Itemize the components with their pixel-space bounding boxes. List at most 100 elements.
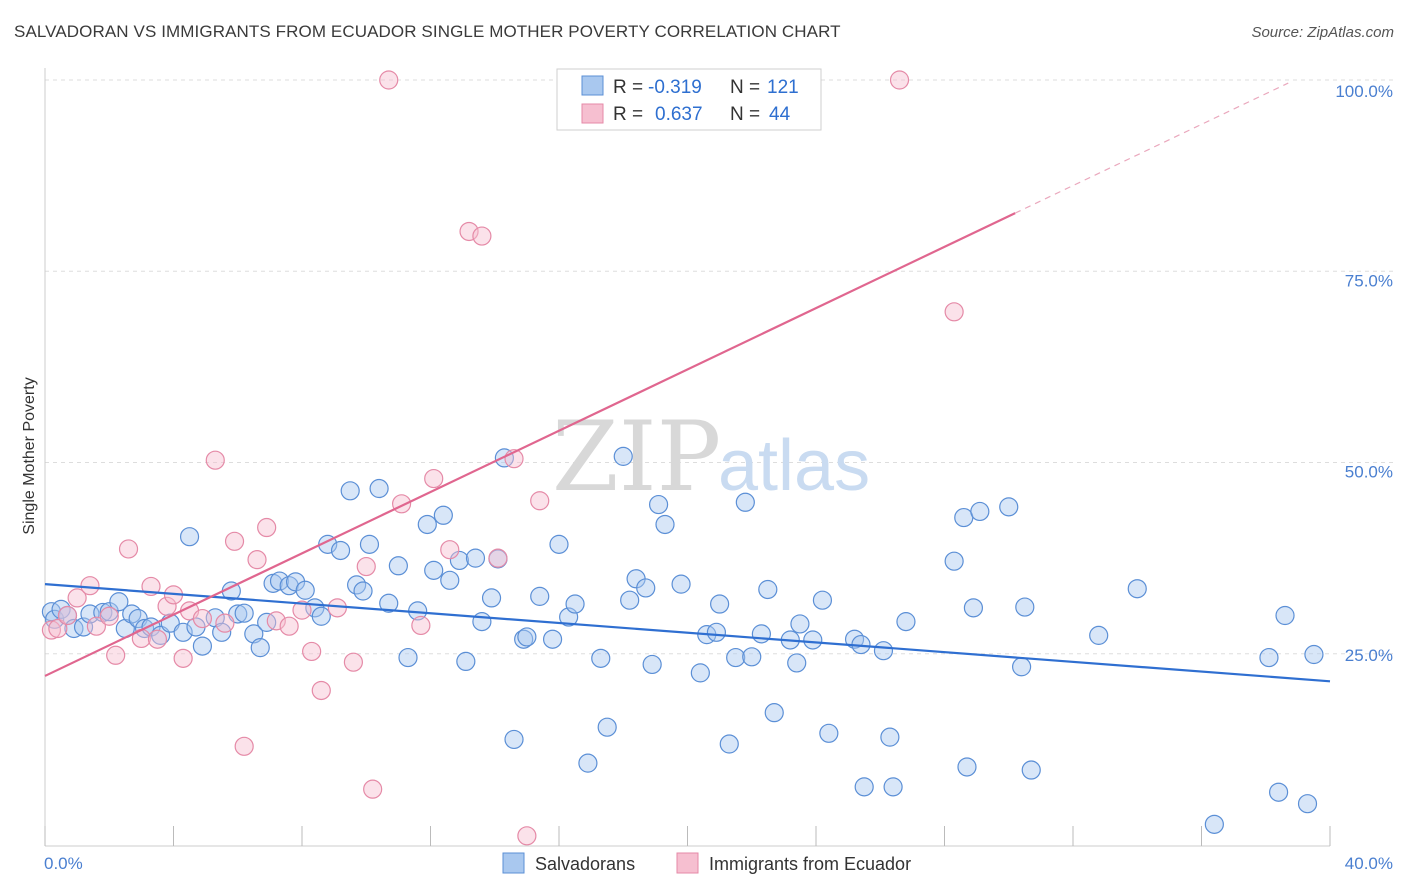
salvadoran-point-55 — [481, 588, 502, 608]
y-axis-title: Single Mother Poverty — [21, 377, 38, 534]
ecuador-point-30 — [356, 556, 376, 577]
legend-r-label-1: R = — [613, 77, 643, 98]
ecuador-point-36 — [440, 540, 460, 560]
salvadoran-point-67 — [591, 648, 611, 668]
salvadoran-point-60 — [517, 627, 537, 647]
salvadoran-point-93 — [819, 723, 839, 743]
salvadoran-point-77 — [690, 663, 710, 683]
salvadoran-point-65 — [565, 594, 585, 614]
salvadoran-point-103 — [957, 757, 977, 777]
ecuador-point-19 — [224, 531, 245, 551]
salvadoran-point-41 — [359, 534, 380, 554]
ecuador-point-35 — [424, 468, 444, 489]
salvadoran-point-74 — [648, 494, 669, 515]
salvadoran-point-87 — [764, 703, 784, 723]
salvadoran-point-40 — [353, 581, 373, 601]
ecuador-point-1 — [48, 618, 68, 639]
salvadoran-point-98 — [880, 727, 900, 747]
ecuador-point-14 — [173, 648, 193, 668]
salvadoran-point-112 — [1204, 814, 1224, 834]
salvadoran-point-68 — [597, 717, 617, 737]
ecuador-point-44 — [944, 302, 964, 322]
salvadoran-point-45 — [398, 647, 418, 668]
salvadoran-point-102 — [954, 507, 974, 528]
salvadoran-trend-line — [44, 583, 1331, 683]
ecuador-point-8 — [118, 539, 139, 559]
salvadoran-point-43 — [379, 593, 399, 613]
salvadoran-point-117 — [1304, 644, 1324, 665]
salvadoran-point-97 — [873, 641, 894, 661]
salvadoran-point-58 — [504, 729, 524, 750]
legend-n-value-2: 44 — [769, 104, 791, 125]
y-tick-label-25: 25.0% — [1345, 646, 1393, 665]
series-legend: Salvadorans Immigrants from Ecuador — [502, 852, 911, 874]
ecuador-trend-line — [44, 212, 1016, 677]
salvadoran-point-69 — [613, 446, 633, 466]
salvadoran-point-35 — [311, 606, 331, 626]
ecuador-point-37 — [459, 221, 479, 242]
salvadoran-point-38 — [340, 481, 360, 501]
ecuador-point-26 — [302, 641, 322, 662]
series-legend-swatch-salvadorans — [502, 852, 525, 874]
salvadoran-point-44 — [388, 556, 408, 576]
salvadoran-point-79 — [706, 622, 727, 642]
salvadoran-point-84 — [742, 647, 762, 667]
ecuador-point-7 — [106, 645, 126, 665]
salvadoran-point-75 — [655, 514, 675, 535]
salvadoran-point-110 — [1089, 625, 1109, 645]
salvadoran-point-89 — [787, 653, 807, 673]
salvadoran-point-42 — [369, 478, 389, 499]
x-tick-label-max: 40.0% — [1345, 854, 1393, 873]
legend-n-label-1: N = — [730, 77, 760, 98]
ecuador-point-4 — [80, 576, 100, 596]
ecuador-point-0 — [41, 620, 62, 640]
legend-r-value-1: -0.319 — [648, 77, 702, 98]
salvadoran-point-92 — [812, 590, 833, 610]
salvadoran-point-86 — [758, 579, 778, 600]
ecuador-point-38 — [472, 226, 492, 246]
y-tick-label-75: 75.0% — [1345, 271, 1393, 290]
salvadoran-point-91 — [803, 630, 823, 650]
salvadoran-point-115 — [1275, 605, 1295, 626]
salvadoran-point-104 — [963, 598, 984, 618]
salvadoran-point-116 — [1297, 794, 1318, 814]
legend-r-value-2: 0.637 — [655, 104, 703, 125]
salvadoran-point-70 — [620, 590, 640, 610]
salvadoran-point-27 — [250, 638, 270, 658]
ecuador-point-34 — [411, 615, 431, 636]
watermark-zip: ZIP — [552, 401, 721, 513]
ecuador-point-6 — [99, 606, 119, 626]
ecuador-point-25 — [292, 600, 312, 620]
chart-title: SALVADORAN VS IMMIGRANTS FROM ECUADOR SI… — [14, 22, 841, 41]
salvadoran-point-61 — [530, 586, 550, 606]
ecuador-point-29 — [343, 652, 363, 672]
salvadoran-point-53 — [465, 548, 486, 568]
salvadoran-point-30 — [269, 571, 290, 591]
salvadoran-point-83 — [735, 492, 755, 512]
points-layer — [41, 70, 1324, 846]
salvadoran-point-113 — [1259, 647, 1279, 668]
salvadoran-point-59 — [514, 629, 534, 649]
y-tick-label-50: 50.0% — [1345, 463, 1393, 482]
salvadoran-point-106 — [999, 497, 1019, 517]
salvadoran-point-37 — [330, 540, 351, 561]
salvadoran-point-62 — [542, 629, 563, 649]
ecuador-point-22 — [257, 517, 277, 538]
salvadoran-point-85 — [751, 624, 771, 644]
series-legend-swatch-ecuador — [676, 852, 699, 874]
ecuador-point-28 — [327, 598, 347, 618]
ecuador-point-23 — [266, 611, 286, 631]
ecuador-point-11 — [147, 629, 168, 649]
salvadoran-point-111 — [1127, 579, 1147, 599]
ecuador-point-21 — [247, 550, 267, 570]
ecuador-trend-extension — [1014, 82, 1289, 214]
salvadoran-point-17 — [173, 622, 193, 642]
ecuador-point-20 — [234, 736, 254, 756]
ecuador-point-5 — [86, 616, 107, 636]
salvadoran-point-82 — [726, 647, 746, 668]
salvadoran-point-101 — [944, 551, 964, 571]
ecuador-point-2 — [57, 605, 78, 626]
salvadoran-point-114 — [1268, 782, 1289, 802]
salvadoran-point-49 — [433, 505, 453, 525]
